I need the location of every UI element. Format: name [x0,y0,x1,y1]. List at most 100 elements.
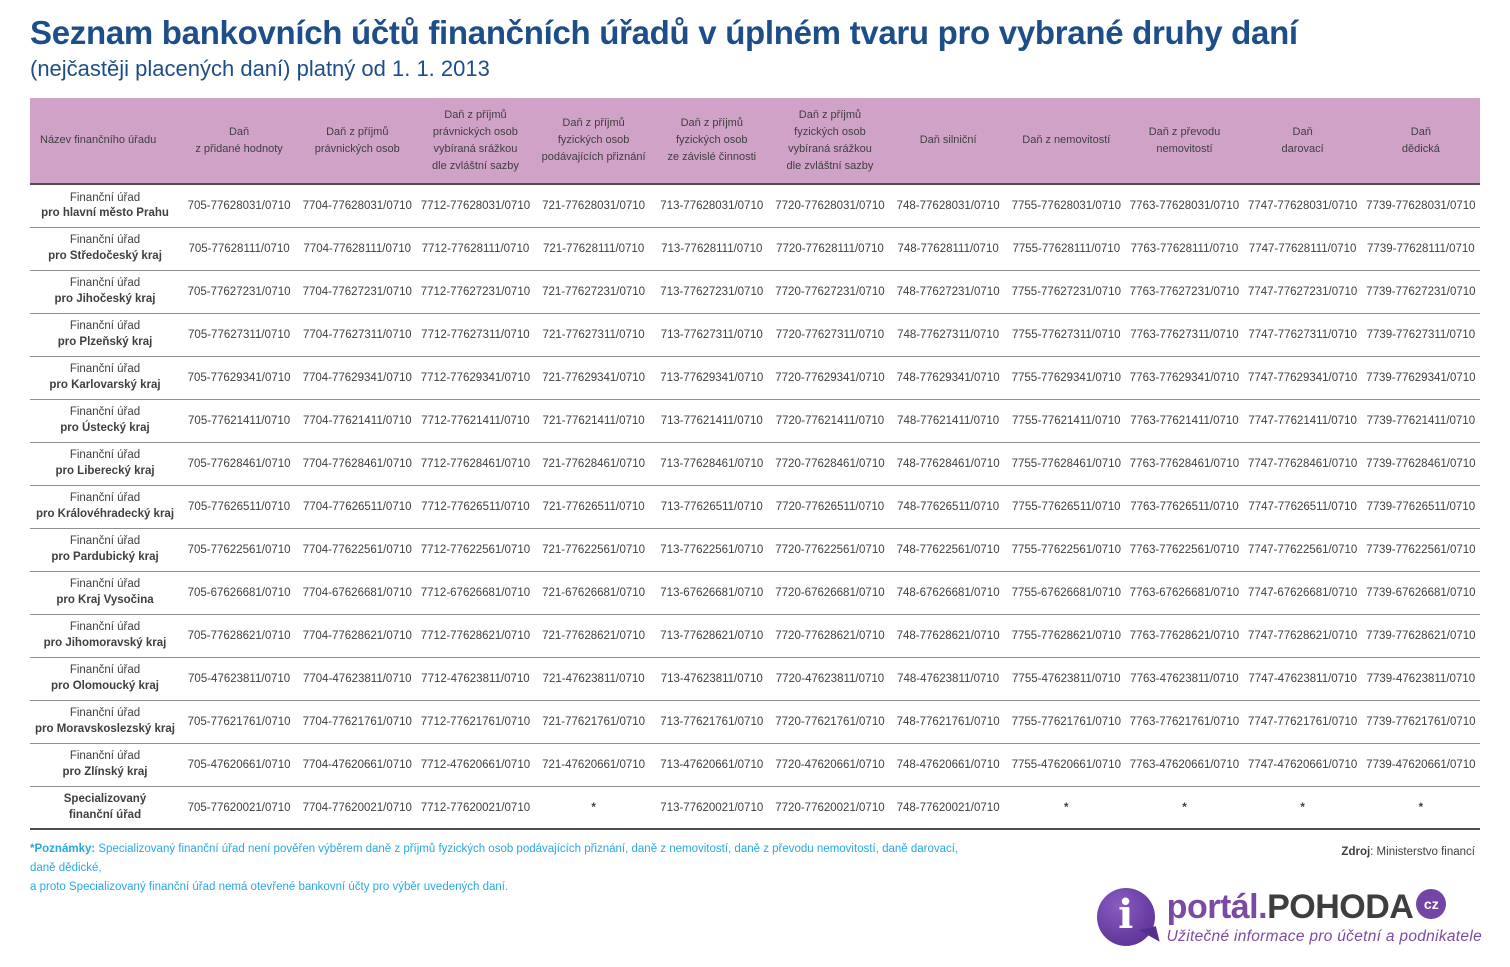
info-bubble-icon: i [1096,888,1155,946]
table-row: Finanční úřad pro Pardubický kraj 705-7762… [30,528,1480,572]
account-cell: 7704-67626681/0710 [298,571,417,615]
office-name: Finanční úřad pro Moravskoslezský kraj [30,700,180,744]
account-cell: 748-77628031/0710 [889,184,1008,228]
account-cell: 7739-47623811/0710 [1361,657,1480,701]
footnote-line1: Specializovaný finanční úřad není pověře… [30,843,959,875]
account-cell: 7704-77628461/0710 [298,442,417,486]
source-note: Zdroj: Ministerstvo financí [1341,846,1475,858]
account-cell: 705-77628031/0710 [180,184,299,228]
account-cell: 7712-77626511/0710 [416,485,535,529]
account-cell: 7763-77628461/0710 [1125,442,1244,486]
column-header-tax: Daň silniční [889,98,1008,186]
office-name: Finanční úřad pro hlavní město Prahu [30,184,180,228]
office-name: Finanční úřad pro Karlovarský kraj [30,356,180,400]
account-cell: 713-77628111/0710 [652,227,771,271]
account-cell: 748-47620661/0710 [889,743,1008,787]
account-cell: 7747-77628031/0710 [1243,184,1362,228]
account-cell: 7739-77621411/0710 [1361,399,1480,443]
account-cell: 713-77627311/0710 [652,313,771,357]
asterisk-note: * [534,786,653,831]
account-cell: 7755-77622561/0710 [1007,528,1126,572]
account-cell: 7763-77627231/0710 [1125,270,1244,314]
account-cell: 7739-77621761/0710 [1361,700,1480,744]
office-name: Finanční úřad pro Jihočeský kraj [30,270,180,314]
account-cell: 721-77621411/0710 [534,399,653,443]
table-body: Finanční úřad pro hlavní město Prahu 705-7… [30,184,1480,831]
account-cell: 7704-77627311/0710 [298,313,417,357]
table-row: Specializovaný finanční úřad 705-77620021/… [30,786,1480,831]
account-cell: 713-77627231/0710 [652,270,771,314]
office-name: Finanční úřad pro Liberecký kraj [30,442,180,486]
account-cell: 7755-77627231/0710 [1007,270,1126,314]
account-cell: 721-77626511/0710 [534,485,653,529]
account-cell: 705-77621761/0710 [180,700,299,744]
account-cell: 7704-77629341/0710 [298,356,417,400]
account-cell: 7755-77628111/0710 [1007,227,1126,271]
account-cell: 7720-47620661/0710 [770,743,890,787]
account-cell: 721-77627311/0710 [534,313,653,357]
account-cell: 7712-77628621/0710 [416,614,535,658]
office-name: Finanční úřad pro Plzeňský kraj [30,313,180,357]
account-cell: 713-77629341/0710 [652,356,771,400]
account-cell: 7755-77626511/0710 [1007,485,1126,529]
account-cell: 7763-77621761/0710 [1125,700,1244,744]
account-cell: 7712-47620661/0710 [416,743,535,787]
account-cell: 7712-77628461/0710 [416,442,535,486]
account-cell: 721-77628111/0710 [534,227,653,271]
account-cell: 7739-47620661/0710 [1361,743,1480,787]
account-cell: 705-47620661/0710 [180,743,299,787]
account-cell: 7747-67626681/0710 [1243,571,1362,615]
account-cell: 7755-77628031/0710 [1007,184,1126,228]
account-cell: 7763-77621411/0710 [1125,399,1244,443]
account-cell: 7712-77627311/0710 [416,313,535,357]
account-cell: 748-67626681/0710 [889,571,1008,615]
account-cell: 7763-77629341/0710 [1125,356,1244,400]
asterisk-note: * [1243,786,1362,831]
table-row: Finanční úřad pro Jihočeský kraj 705-77627… [30,270,1480,314]
asterisk-note: * [1125,786,1244,831]
account-cell: 7739-77628621/0710 [1361,614,1480,658]
account-cell: 7720-77621411/0710 [770,399,890,443]
account-cell: 7763-77622561/0710 [1125,528,1244,572]
account-cell: 7763-47620661/0710 [1125,743,1244,787]
account-cell: 7755-47623811/0710 [1007,657,1126,701]
account-cell: 705-77628621/0710 [180,614,299,658]
account-cell: 713-67626681/0710 [652,571,771,615]
table-row: Finanční úřad pro Královéhradecký kraj 705… [30,485,1480,529]
account-cell: 7720-77628621/0710 [770,614,890,658]
account-cell: 748-77628461/0710 [889,442,1008,486]
account-cell: 7712-77622561/0710 [416,528,535,572]
account-cell: 721-67626681/0710 [534,571,653,615]
account-cell: 7755-77629341/0710 [1007,356,1126,400]
account-cell: 721-77628031/0710 [534,184,653,228]
account-cell: 7720-77622561/0710 [770,528,890,572]
account-cell: 7747-77622561/0710 [1243,528,1362,572]
account-cell: 7712-77621411/0710 [416,399,535,443]
account-cell: 7747-47620661/0710 [1243,743,1362,787]
office-name: Finanční úřad pro Kraj Vysočina [30,571,180,615]
account-cell: 7747-77626511/0710 [1243,485,1362,529]
column-header-tax: Daň dědická [1361,98,1480,186]
account-cell: 713-77628031/0710 [652,184,771,228]
table-row: Finanční úřad pro Plzeňský kraj 705-776273… [30,313,1480,357]
account-cell: 7747-77627231/0710 [1243,270,1362,314]
info-icon: i [1118,891,1134,938]
account-cell: 7704-77628031/0710 [298,184,417,228]
account-cell: 7704-77620021/0710 [298,786,417,831]
account-cell: 7720-77627231/0710 [770,270,890,314]
account-cell: 721-47623811/0710 [534,657,653,701]
account-cell: 7720-77628031/0710 [770,184,890,228]
footnote: *Poznámky: Specializovaný finanční úřad … [30,840,975,897]
account-cell: 713-77622561/0710 [652,528,771,572]
account-cell: 7720-67626681/0710 [770,571,890,615]
account-cell: 7763-77628111/0710 [1125,227,1244,271]
account-cell: 7720-77628461/0710 [770,442,890,486]
account-cell: 7739-77626511/0710 [1361,485,1480,529]
account-cell: 7739-77627231/0710 [1361,270,1480,314]
column-header-tax: Daň z příjmů právnických osob [298,98,417,186]
account-cell: 7763-47623811/0710 [1125,657,1244,701]
account-cell: 7739-67626681/0710 [1361,571,1480,615]
account-cell: 713-47623811/0710 [652,657,771,701]
account-cell: 7747-77621411/0710 [1243,399,1362,443]
